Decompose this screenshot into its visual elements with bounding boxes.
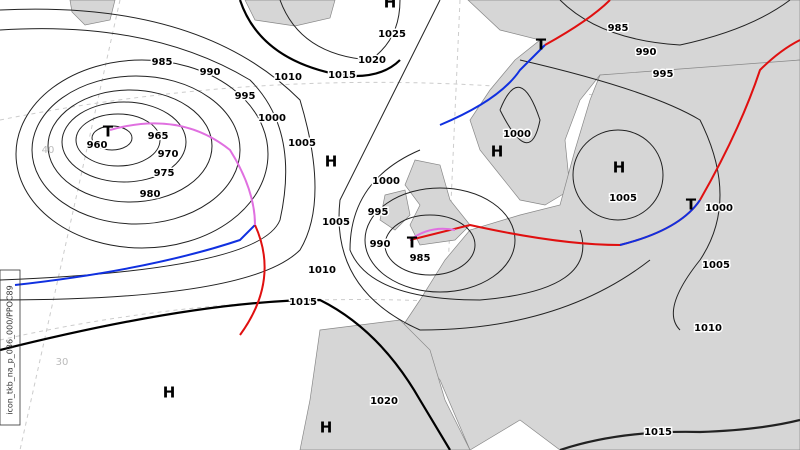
- isobar: [75, 113, 161, 167]
- isobar-label: 1000: [705, 203, 733, 214]
- pressure-center: T: [686, 196, 697, 214]
- isobar: [338, 0, 651, 331]
- isobar-label: 1000: [372, 176, 400, 187]
- isobar-label: 1020: [358, 55, 386, 66]
- isobar-label: 985: [410, 253, 431, 264]
- isobar-label: 1000: [258, 113, 286, 124]
- iceland: [244, 0, 336, 27]
- isobar-label: 1025: [378, 29, 406, 40]
- isobar: [0, 8, 316, 301]
- isobar: [15, 59, 269, 249]
- isobar-label: 995: [235, 91, 256, 102]
- isobar-label: 1020: [370, 396, 398, 407]
- isobar-label: 1015: [328, 70, 356, 81]
- land: [69, 0, 800, 450]
- isobar-bold: [0, 298, 451, 450]
- pressure-center: H: [613, 159, 626, 177]
- isobar-label: 990: [200, 67, 221, 78]
- isobar-label: 975: [154, 168, 175, 179]
- isobar-label: 990: [370, 239, 391, 250]
- isobar: [279, 0, 401, 61]
- isobar: [384, 214, 476, 276]
- isobar: [364, 187, 516, 293]
- pressure-center: T: [536, 36, 547, 54]
- pressure-center: H: [325, 153, 338, 171]
- warm-front: [239, 224, 266, 336]
- pressure-center: H: [491, 143, 504, 161]
- isobar: [0, 28, 287, 281]
- isobar-bold: [238, 0, 401, 78]
- isobar: [61, 101, 187, 183]
- isobar-label: 1015: [289, 297, 317, 308]
- isobar-label: 970: [158, 149, 179, 160]
- isobar-label: 1010: [694, 323, 722, 334]
- pressure-center: H: [163, 384, 176, 402]
- mainland: [399, 59, 800, 450]
- isobar-label: 985: [152, 57, 173, 68]
- greenland: [69, 0, 116, 26]
- pressure-center: H: [384, 0, 397, 12]
- isobar: [572, 129, 664, 221]
- isobar: [91, 125, 133, 151]
- isobar-label: 965: [148, 131, 169, 142]
- isobar: [349, 149, 584, 301]
- latitude-label: 30: [56, 357, 69, 368]
- isobar-bold: [559, 418, 800, 450]
- isobar-label: 1005: [322, 217, 350, 228]
- pressure-center: H: [320, 419, 333, 437]
- pressure-center: T: [103, 123, 114, 141]
- ireland: [379, 189, 411, 231]
- model-run: icon_tkb_na_p_036_000/PPOC89: [6, 285, 15, 414]
- isobar-label: 1010: [308, 265, 336, 276]
- isobar: [31, 75, 241, 225]
- fronts: [14, 0, 800, 336]
- isobar-label: 1015: [644, 427, 672, 438]
- isobar: [47, 89, 213, 203]
- isobar-label: 995: [653, 69, 674, 80]
- isobar-label: 1010: [274, 72, 302, 83]
- isobar-label: 1005: [702, 260, 730, 271]
- isobar: [499, 87, 541, 143]
- cold-front: [14, 224, 256, 286]
- isobar-label: 985: [608, 23, 629, 34]
- warm-front: [544, 0, 611, 46]
- cold-front: [619, 199, 701, 246]
- iberia: [299, 319, 471, 450]
- model-run-box: [0, 269, 21, 426]
- occluded-front: [409, 227, 456, 241]
- isobar-label: 960: [87, 140, 108, 151]
- warm-front: [699, 39, 800, 201]
- isobar: [519, 59, 721, 331]
- isobar-label: 990: [636, 47, 657, 58]
- meridian: [19, 0, 121, 450]
- latitude-label: 40: [42, 145, 55, 156]
- isobar-label: 1000: [503, 129, 531, 140]
- isobar-label: 980: [140, 189, 161, 200]
- britain: [404, 159, 471, 246]
- isobar-label: 1005: [288, 138, 316, 149]
- cold-front: [439, 44, 546, 126]
- occluded-front: [109, 122, 256, 226]
- isobar-label: 1005: [609, 193, 637, 204]
- pressure-center: T: [407, 234, 418, 252]
- isobar-label: 995: [368, 207, 389, 218]
